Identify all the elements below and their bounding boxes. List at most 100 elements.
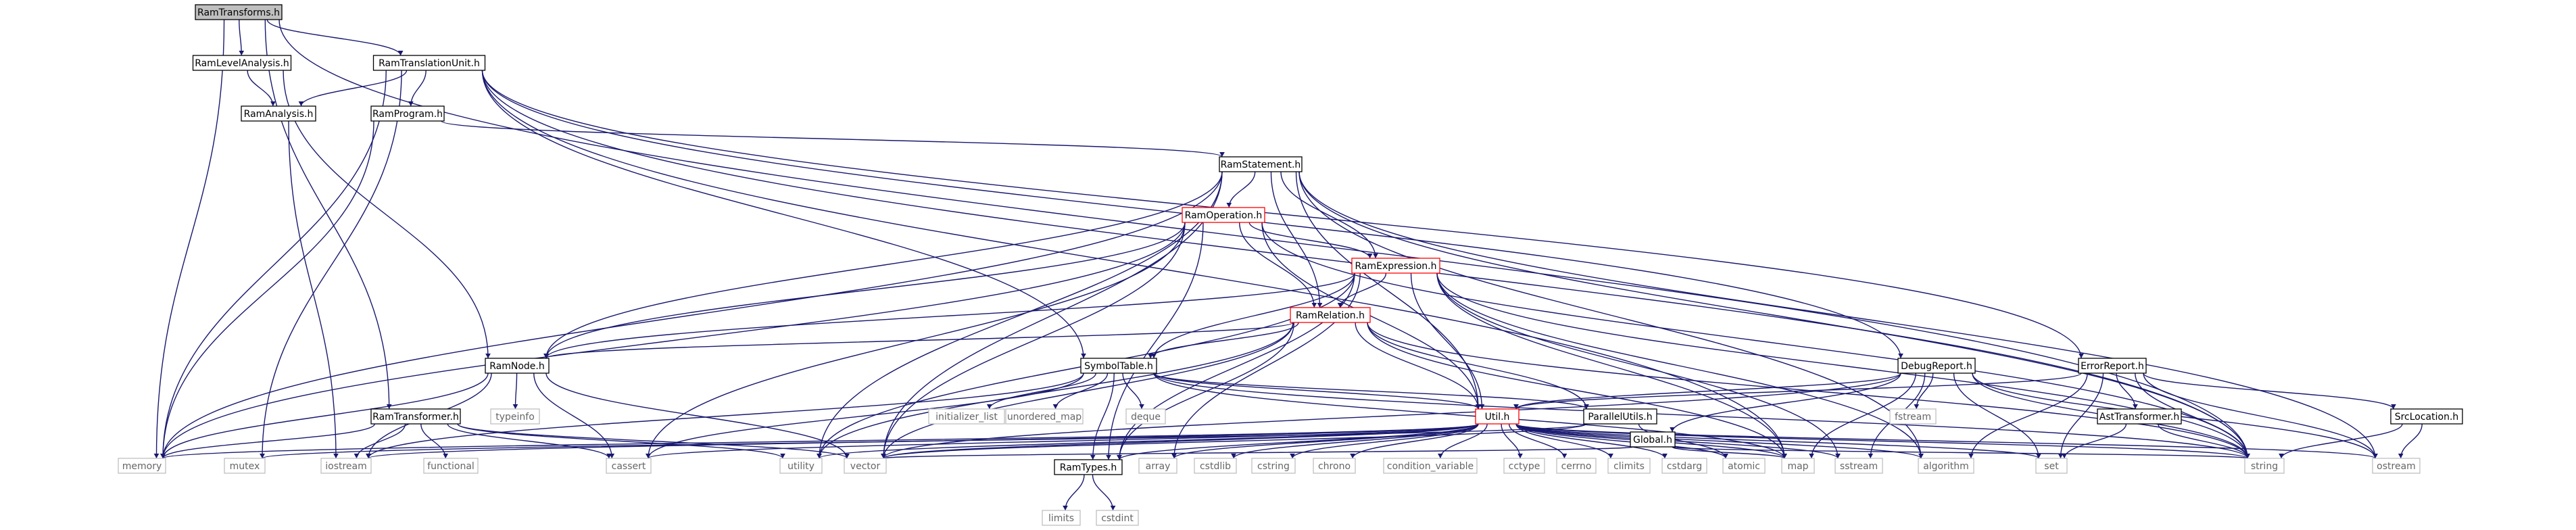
- node-box: [2035, 458, 2068, 474]
- edge-util-to-algorithm: [1515, 423, 1924, 459]
- edge-symboltable-to-unordered-map: [1052, 372, 1109, 410]
- node-box: [195, 4, 283, 20]
- node-box: [370, 105, 445, 122]
- node-cstdlib: cstdlib: [1194, 458, 1237, 474]
- node-ramtranslationunit-h[interactable]: RamTranslationUnit.h: [372, 55, 486, 71]
- node-label: array: [1146, 461, 1171, 472]
- node-srclocation-h[interactable]: SrcLocation.h: [2390, 408, 2463, 425]
- edge-ramtranslationunit-to-ramprogram: [408, 70, 427, 107]
- node-parallelutils-h[interactable]: ParallelUtils.h: [1583, 408, 1657, 425]
- node-box: [1194, 458, 1237, 474]
- edge-util-to-cassert: [646, 423, 1479, 459]
- edge-util-to-array: [1171, 423, 1479, 459]
- node-ramanalysis-h[interactable]: RamAnalysis.h: [241, 105, 316, 122]
- node-box: [1897, 358, 1976, 374]
- node-label: RamTransforms.h: [197, 7, 280, 18]
- node-cctype: cctype: [1503, 458, 1545, 474]
- node-algorithm: algorithm: [1918, 458, 1974, 474]
- node-ramnode-h[interactable]: RamNode.h: [485, 358, 550, 374]
- node-errorreport-h[interactable]: ErrorReport.h: [2078, 358, 2147, 374]
- edge-ramrelation-to-ramnode: [543, 322, 1294, 359]
- node-box: [2078, 358, 2147, 374]
- node-limits: limits: [1042, 510, 1081, 526]
- node-unordered-map: unordered_map: [1005, 408, 1084, 425]
- edge-ramlevelanalysis-to-ramanalysis: [247, 70, 276, 107]
- node-symboltable-h[interactable]: SymbolTable.h: [1080, 358, 1157, 374]
- edge-symboltable-to-deque: [1122, 372, 1144, 410]
- edge-ramtransformer-to-iostream: [354, 423, 406, 459]
- node-box: [1290, 307, 1371, 323]
- node-box: [1005, 408, 1084, 425]
- node-label: DebugReport.h: [1901, 361, 1972, 372]
- edge-symboltable-to-initializer-list: [986, 372, 1096, 410]
- node-iostream: iostream: [320, 458, 372, 474]
- node-ramoperation-h[interactable]: RamOperation.h: [1182, 207, 1265, 223]
- edge-util-to-sstream: [1515, 423, 1841, 459]
- edge-ramanalysis-to-iostream: [288, 120, 339, 459]
- node-ramtypes-h[interactable]: RamTypes.h: [1054, 459, 1123, 475]
- node-util-h[interactable]: Util.h: [1475, 408, 1520, 425]
- node-box: [606, 458, 652, 474]
- node-label: ostream: [2377, 461, 2416, 472]
- node-label: functional: [427, 461, 475, 472]
- edge-ramexpression-to-ramnode: [543, 272, 1355, 359]
- edge-util-to-cerrno: [1508, 423, 1568, 459]
- edge-parallelutils-to-atomic: [1638, 423, 1728, 459]
- node-box: [1251, 458, 1296, 474]
- node-box: [1503, 458, 1545, 474]
- node-ramtransformer-h[interactable]: RamTransformer.h: [370, 408, 461, 425]
- edge-ramstatement-to-ramexpression: [1280, 171, 1378, 259]
- edge-debugreport-to-fstream: [1914, 372, 1934, 410]
- node-label: RamProgram.h: [372, 109, 443, 120]
- node-global-h[interactable]: Global.h: [1630, 431, 1676, 448]
- node-label: cctype: [1509, 461, 1540, 472]
- node-cstring: cstring: [1251, 458, 1296, 474]
- edge-ramstatement-to-ramnode: [543, 171, 1223, 359]
- node-debugreport-h[interactable]: DebugReport.h: [1897, 358, 1976, 374]
- node-box: [1834, 458, 1883, 474]
- node-label: SymbolTable.h: [1084, 361, 1153, 372]
- node-ramtransforms-h[interactable]: RamTransforms.h: [195, 4, 283, 20]
- edge-symboltable-to-ramtypes: [1090, 372, 1115, 460]
- node-ramstatement-h[interactable]: RamStatement.h: [1219, 156, 1303, 172]
- edge-debugreport-to-global: [1670, 372, 1901, 433]
- node-box: [928, 408, 1005, 425]
- node-box: [1080, 358, 1157, 374]
- node-ramexpression-h[interactable]: RamExpression.h: [1351, 258, 1440, 274]
- node-string: string: [2244, 458, 2285, 474]
- node-label: unordered_map: [1007, 412, 1082, 423]
- edge-ramstatement-to-ramoperation: [1226, 171, 1256, 208]
- node-ramprogram-h[interactable]: RamProgram.h: [370, 105, 445, 122]
- node-label: RamTransformer.h: [372, 412, 459, 423]
- node-label: memory: [122, 461, 162, 472]
- edge-ramtransformer-to-functional: [420, 423, 449, 459]
- node-box: [1607, 458, 1651, 474]
- edge-ramtypes-to-cstdint: [1092, 474, 1116, 511]
- node-box: [2372, 458, 2421, 474]
- node-box: [1182, 207, 1265, 223]
- node-label: Util.h: [1485, 412, 1510, 423]
- node-label: RamLevelAnalysis.h: [195, 58, 289, 69]
- node-cstdint: cstdint: [1096, 510, 1139, 526]
- node-box: [370, 408, 461, 425]
- node-label: RamTypes.h: [1060, 462, 1117, 473]
- node-asttransformer-h[interactable]: AstTransformer.h: [2097, 408, 2182, 425]
- edge-ramtranslationunit-to-map: [481, 70, 1787, 459]
- edge-ramprogram-to-ramstatement: [441, 120, 1225, 158]
- node-box: [118, 458, 166, 474]
- node-box: [2390, 408, 2463, 425]
- edge-ramoperation-to-ramnode: [543, 222, 1186, 359]
- node-label: mutex: [230, 461, 260, 472]
- node-box: [224, 458, 266, 474]
- node-ramrelation-h[interactable]: RamRelation.h: [1290, 307, 1371, 323]
- node-box: [2244, 458, 2285, 474]
- node-box: [372, 55, 486, 71]
- edge-parallelutils-to-mutex: [260, 423, 1587, 459]
- edge-util-to-cstring: [1290, 423, 1479, 459]
- node-box: [1138, 458, 1177, 474]
- node-box: [1054, 459, 1123, 475]
- node-label: AstTransformer.h: [2099, 412, 2179, 423]
- edge-ramtranslationunit-to-memory: [160, 70, 387, 459]
- node-ramlevelanalysis-h[interactable]: RamLevelAnalysis.h: [192, 55, 292, 71]
- node-functional: functional: [423, 458, 479, 474]
